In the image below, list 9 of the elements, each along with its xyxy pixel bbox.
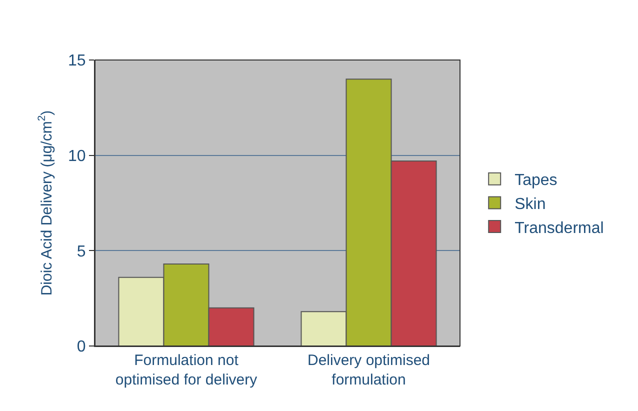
x-tick-label: Delivery optimised formulation [307, 352, 430, 388]
legend-label: Transdermal [514, 220, 604, 237]
y-tick-label: 15 [68, 52, 86, 70]
y-tick-label: 5 [76, 243, 86, 260]
legend-label: Tapes [514, 172, 558, 190]
legend-label: Skin [514, 196, 546, 213]
y-tick-label: 0 [76, 338, 86, 356]
x-tick-label: Formulation not optimised for delivery [115, 352, 258, 388]
y-tick-label: 10 [68, 148, 86, 165]
